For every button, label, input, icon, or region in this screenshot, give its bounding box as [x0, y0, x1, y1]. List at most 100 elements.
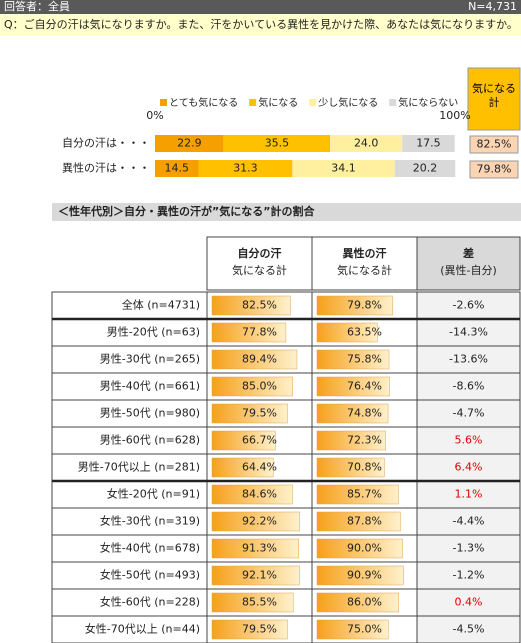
cell [416, 534, 521, 563]
cell-value: 75.0% [347, 623, 382, 636]
row-label-cell [51, 507, 208, 536]
bar [316, 322, 378, 343]
header-title: 自分の汗 [238, 246, 282, 260]
cell-value: 63.5% [347, 326, 382, 339]
row-label-cell [51, 318, 208, 347]
segment-label: 22.9 [177, 137, 202, 150]
cell-value: 85.7% [347, 488, 382, 501]
row-label-cell [51, 345, 208, 374]
bar [316, 457, 385, 478]
cell-value: 74.8% [347, 407, 382, 420]
row-label: 男性-30代 (n=265) [100, 352, 200, 366]
cell-value: 76.4% [347, 380, 382, 393]
bar [211, 457, 274, 478]
header-title: 異性の汗 [343, 246, 387, 260]
bar [316, 619, 389, 640]
bar [316, 592, 399, 613]
category-label: 異性の汗は・・・ [62, 161, 150, 175]
cell-value: 64.4% [242, 461, 277, 474]
bar [316, 349, 390, 370]
cell-value: -14.3% [449, 326, 488, 339]
row-label-cell [51, 534, 208, 563]
header-sub: (異性-自分) [440, 263, 497, 277]
row-label: 女性-20代 (n=91) [107, 487, 200, 501]
header-cell [416, 236, 521, 291]
segment-label: 34.1 [331, 162, 356, 175]
bar [211, 484, 293, 505]
cell [416, 399, 521, 428]
cell-value: 75.8% [347, 353, 382, 366]
bar-segment [155, 135, 224, 152]
cell [416, 561, 521, 590]
legend-swatch [249, 99, 257, 106]
legend-swatch [309, 99, 317, 106]
top-bar [0, 0, 521, 14]
segment-label: 20.2 [413, 162, 438, 175]
bar [316, 511, 401, 532]
cell-value: 90.9% [347, 569, 382, 582]
cell [416, 480, 521, 509]
respondents: 回答者：全員 [4, 0, 70, 13]
cell-value: 1.1% [455, 488, 483, 501]
cell-value: -4.7% [453, 407, 485, 420]
segment-label: 35.5 [265, 137, 290, 150]
cell [416, 453, 521, 482]
cell-value: 5.6% [455, 434, 483, 447]
bar-segment [402, 135, 455, 152]
total-title: 気になる計 [472, 82, 516, 109]
row-label: 女性-60代 (n=228) [100, 595, 200, 609]
cell [416, 588, 521, 617]
bar [211, 376, 293, 397]
cell-value: -8.6% [453, 380, 485, 393]
row-label: 男性-70代以上 (n=281) [78, 460, 200, 474]
cell-value: 91.3% [242, 542, 277, 555]
row-label: 女性-50代 (n=493) [100, 568, 200, 582]
cell [416, 615, 521, 643]
cell-value: 66.7% [242, 434, 277, 447]
row-label: 男性-60代 (n=628) [100, 433, 200, 447]
cell-value: -4.4% [453, 515, 485, 528]
section-title: ＜性年代別＞自分・異性の汗が”気になる”計の割合 [58, 204, 315, 218]
bar [211, 295, 291, 316]
question-bg [0, 14, 521, 36]
cell-value: -2.6% [453, 299, 485, 312]
cell-value: 84.6% [242, 488, 277, 501]
cell-value: -1.3% [453, 542, 485, 555]
cell-value: 82.5% [242, 299, 277, 312]
cell-value: 89.4% [242, 353, 277, 366]
row-label-cell [51, 588, 208, 617]
bar-segment [198, 160, 293, 177]
total-header [467, 67, 521, 131]
row-label: 女性-30代 (n=319) [100, 514, 200, 528]
cell-value: 79.5% [242, 623, 277, 636]
header-sub: 気になる計 [232, 263, 287, 277]
section-bg [52, 203, 521, 221]
bar [316, 484, 399, 505]
cell-value: 72.3% [347, 434, 382, 447]
cell-value: 90.0% [347, 542, 382, 555]
cell-value: 79.5% [242, 407, 277, 420]
legend-label: とても気になる [169, 96, 238, 109]
bar [316, 538, 403, 559]
sample-size: N=4,731 [468, 0, 517, 13]
total-cell [469, 135, 519, 154]
cell-value: 86.0% [347, 596, 382, 609]
bar-segment [223, 135, 331, 152]
segment-label: 17.5 [416, 137, 441, 150]
bar [211, 430, 276, 451]
row-label: 女性-40代 (n=678) [100, 541, 200, 555]
cell-value: 92.1% [242, 569, 277, 582]
cell [416, 291, 521, 320]
x-tick-label: 0% [146, 109, 163, 122]
cell-value: 77.8% [242, 326, 277, 339]
total-label: 82.5% [477, 138, 512, 151]
row-label: 男性-50代 (n=980) [100, 406, 200, 420]
bar [211, 322, 287, 343]
cell-value: 0.4% [455, 596, 483, 609]
legend-label: 気になる [258, 96, 298, 109]
cell-value: 92.2% [242, 515, 277, 528]
bar [316, 430, 386, 451]
bar-segment [330, 135, 403, 152]
bar [316, 376, 390, 397]
